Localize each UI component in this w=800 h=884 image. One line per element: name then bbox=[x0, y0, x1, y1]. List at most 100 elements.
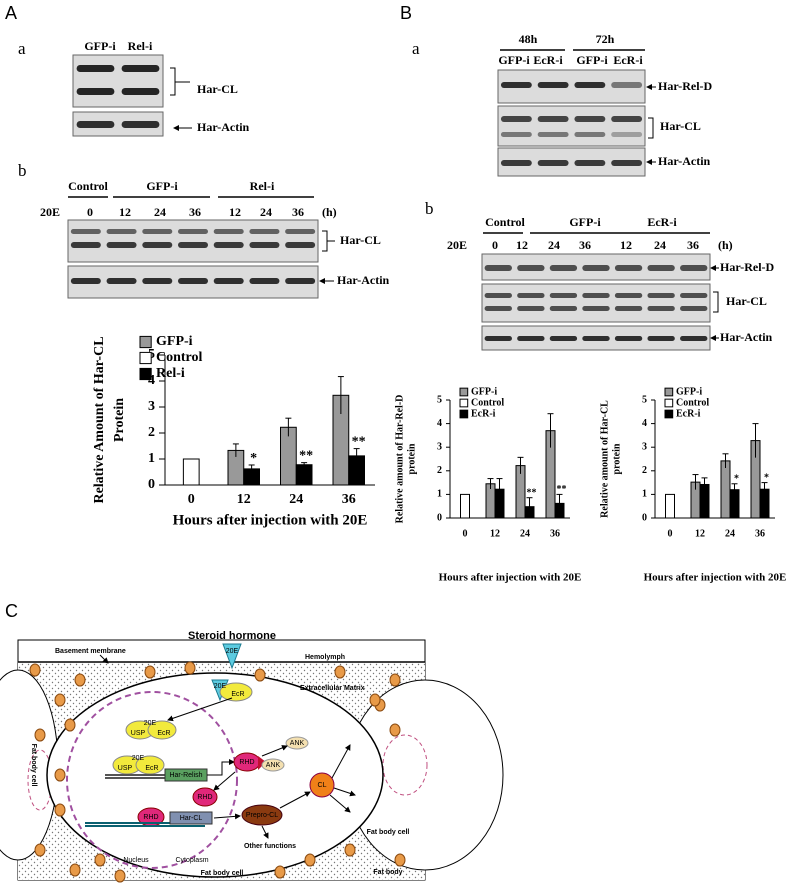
blot-band bbox=[121, 121, 160, 128]
significance: * bbox=[734, 474, 739, 485]
diagram-label: Har-Relish bbox=[169, 772, 202, 779]
subpanel-label: a bbox=[412, 39, 420, 58]
arrow bbox=[331, 744, 351, 779]
droplet bbox=[34, 728, 46, 742]
protein bbox=[258, 756, 266, 770]
blot-band bbox=[106, 229, 137, 234]
droplet bbox=[144, 665, 156, 679]
hormone-icon bbox=[222, 643, 242, 670]
group-label: GFP-i bbox=[569, 215, 601, 229]
significance: ** bbox=[557, 484, 567, 495]
blot-band bbox=[611, 82, 643, 88]
static-layer: A a GFP-i Rel-i Har-CL Har-Actin b Contr… bbox=[0, 3, 775, 883]
lane-label: EcR-i bbox=[533, 53, 563, 67]
blot-band bbox=[76, 121, 115, 128]
band-label: Har-CL bbox=[340, 233, 381, 247]
band-label: Har-CL bbox=[726, 294, 767, 308]
blot-band bbox=[647, 265, 675, 271]
droplet bbox=[29, 663, 41, 677]
arrow bbox=[279, 791, 311, 809]
blot-band bbox=[70, 229, 101, 234]
y-tick-label: 3 bbox=[642, 441, 647, 452]
significance: ** bbox=[527, 488, 537, 499]
protein bbox=[285, 736, 309, 750]
blot-band bbox=[500, 116, 532, 122]
blot-band bbox=[285, 229, 316, 234]
band-label: Har-Actin bbox=[197, 120, 250, 134]
error-bar bbox=[556, 493, 563, 513]
blot-band bbox=[537, 132, 569, 137]
error-bar bbox=[701, 477, 708, 492]
blot-band bbox=[285, 242, 316, 248]
blot-band bbox=[484, 265, 512, 271]
blot-band bbox=[611, 116, 643, 122]
droplet bbox=[344, 843, 356, 857]
y-tick-label: 0 bbox=[437, 512, 442, 523]
x-tick-label: 0 bbox=[463, 528, 468, 539]
y-tick-label: 1 bbox=[148, 451, 155, 466]
blot-band bbox=[549, 265, 578, 271]
legend-label: EcR-i bbox=[676, 408, 701, 419]
band-label: Har-Actin bbox=[337, 273, 390, 287]
diagram-label: Other functions bbox=[244, 843, 296, 850]
y-axis-label: Relative Amount of Har-CL bbox=[92, 336, 107, 503]
y-tick-label: 1 bbox=[437, 489, 442, 500]
arrow bbox=[167, 697, 233, 722]
legend-swatch bbox=[459, 409, 469, 419]
dna bbox=[105, 774, 165, 779]
protein bbox=[261, 758, 285, 772]
diagram-label: 20E bbox=[144, 720, 157, 727]
lane-label: 36 bbox=[687, 238, 699, 252]
group-label: Control bbox=[68, 179, 108, 193]
diagram-label: Fat body cell bbox=[201, 870, 244, 877]
x-axis-label: Hours after injection with 20E bbox=[439, 572, 582, 584]
blot-band bbox=[70, 278, 101, 284]
blot-band bbox=[213, 229, 244, 234]
droplet bbox=[69, 863, 81, 877]
legend-swatch bbox=[139, 367, 152, 381]
x-axis-label: Hours after injection with 20E bbox=[173, 512, 368, 528]
diagram-label: Hemolymph bbox=[305, 654, 345, 661]
diagram: Steroid hormone 20E Basement membrane He… bbox=[0, 630, 504, 883]
blot-band bbox=[178, 278, 208, 284]
diagram-label: RHD bbox=[197, 794, 212, 801]
bar bbox=[665, 493, 675, 519]
blot-band bbox=[121, 65, 160, 72]
treatment-label: 20E bbox=[447, 238, 467, 252]
y-axis-label: protein bbox=[611, 443, 622, 474]
blot-band bbox=[574, 160, 606, 166]
error-bar bbox=[547, 413, 554, 448]
y-axis-label: protein bbox=[406, 443, 417, 474]
bar bbox=[720, 460, 731, 519]
blot-band bbox=[121, 88, 160, 95]
x-tick-label: 24 bbox=[520, 528, 530, 539]
lane-label: 0 bbox=[492, 238, 498, 252]
error-bar bbox=[232, 443, 239, 457]
group-label: Rel-i bbox=[250, 179, 275, 193]
blot-band bbox=[76, 88, 115, 95]
diagram-label: Fat body cell bbox=[367, 829, 410, 836]
blot-band bbox=[484, 306, 512, 311]
droplet bbox=[369, 693, 381, 707]
blot-band bbox=[142, 242, 173, 248]
band-label: Har-CL bbox=[197, 82, 238, 96]
lane-label: 12 bbox=[620, 238, 632, 252]
diagram-label: Nucleus bbox=[123, 857, 149, 864]
bar bbox=[182, 458, 200, 486]
blot-band bbox=[614, 336, 643, 341]
diagram-label: EcR bbox=[157, 730, 170, 737]
lane-label: 12 bbox=[516, 238, 528, 252]
blot-band bbox=[517, 265, 545, 271]
x-tick-label: 12 bbox=[237, 492, 251, 507]
panel-label: B bbox=[400, 3, 412, 23]
blot-band bbox=[582, 306, 610, 311]
group-label: GFP-i bbox=[146, 179, 178, 193]
diagram-label: RHD bbox=[239, 759, 254, 766]
y-tick-label: 4 bbox=[148, 373, 155, 388]
lane-label: GFP-i bbox=[498, 53, 530, 67]
group-label: Control bbox=[485, 215, 525, 229]
blot-band bbox=[537, 82, 569, 88]
legend-label: Control bbox=[471, 397, 504, 408]
legend-swatch bbox=[459, 398, 469, 408]
diagram-label: USP bbox=[118, 765, 133, 772]
